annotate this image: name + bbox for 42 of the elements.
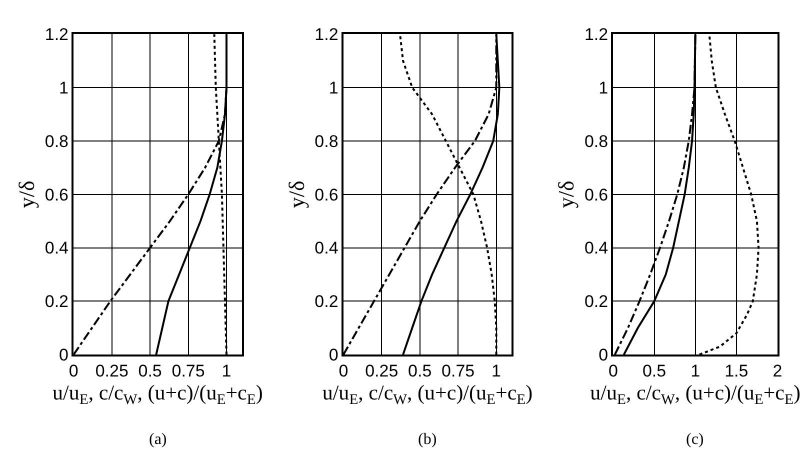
text: u/u$_{E}$, c/c$_{W}$, (u+c)/(u$_{E}$+c$_{E}$)	[322, 380, 533, 408]
x-tick-label: 0.5	[138, 362, 162, 381]
x-tick-label: 0.25	[365, 362, 398, 381]
y-tick-label: 0.4	[584, 238, 608, 258]
y-tick-label: 1.2	[44, 25, 68, 44]
y-tick-label: 0.2	[314, 292, 338, 312]
y-tick-label: 0.8	[44, 132, 68, 151]
y-tick-label: 0	[59, 346, 68, 365]
y-tick-label: 0	[598, 346, 608, 365]
y-tick-label: 1	[598, 78, 608, 98]
y-tick-label: 0.4	[44, 238, 68, 258]
x-tick-label: 0.75	[442, 362, 475, 381]
y-axis-title: y/δ	[284, 180, 309, 208]
y-axis-title: y/δ	[554, 180, 579, 208]
y-tick-label: 0.8	[584, 132, 608, 151]
y-tick-label: 1.2	[584, 25, 608, 44]
y-tick-label: 0.2	[584, 292, 608, 312]
y-tick-label: 1.2	[314, 25, 338, 44]
y-tick-label: 0.2	[44, 292, 68, 312]
y-tick-label: 0.6	[584, 185, 608, 204]
y-tick-label: 0.4	[314, 238, 338, 258]
x-tick-label: 0.75	[172, 362, 205, 381]
y-tick-label: 1	[59, 78, 68, 98]
x-tick-label: 1	[222, 362, 232, 381]
x-tick-label: 0.5	[408, 362, 432, 381]
y-tick-label: 1	[328, 78, 338, 98]
y-tick-label: 0.6	[44, 185, 68, 204]
x-tick-label: 1.5	[724, 362, 748, 381]
x-tick-label: 0.25	[95, 362, 128, 381]
text: (a)	[149, 431, 167, 448]
text: (b)	[418, 431, 437, 448]
text: (c)	[686, 431, 704, 448]
x-tick-label: 1	[690, 362, 700, 381]
x-tick-label: 1	[492, 362, 502, 381]
text: u/u$_{E}$, c/c$_{W}$, (u+c)/(u$_{E}$+c$_{E}$)	[590, 380, 800, 408]
y-tick-label: 0.6	[314, 185, 338, 204]
y-axis-title: y/δ	[14, 180, 40, 208]
x-tick-label: 0.5	[642, 362, 666, 381]
text: u/u$_{E}$, c/c$_{W}$, (u+c)/(u$_{E}$+c$_{E}$)	[52, 380, 263, 408]
y-tick-label: 0.8	[314, 132, 338, 151]
x-tick-label: 2	[772, 362, 782, 381]
y-tick-label: 0	[328, 346, 338, 365]
